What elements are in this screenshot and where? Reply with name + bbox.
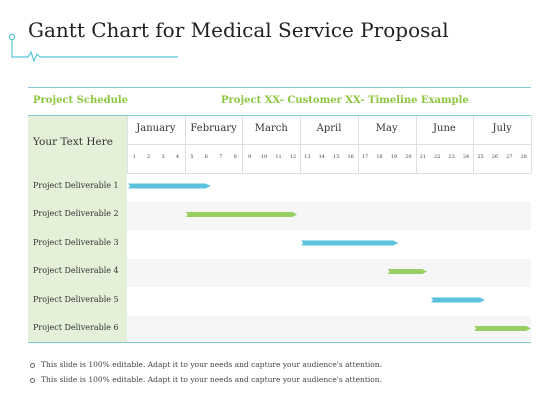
note-item: This slide is 100% editable. Adapt it to… (30, 360, 382, 369)
day-number: 19 (390, 154, 398, 160)
your-text-label: Your Text Here (33, 136, 113, 148)
deliverable-label-column: Your Text Here Project Deliverable 1 Pro… (28, 116, 127, 343)
month-label: March (254, 123, 288, 134)
table-bottom-rule (28, 342, 531, 343)
schedule-header: Project Schedule Project XX- Customer XX… (28, 88, 531, 115)
day-number: 21 (419, 154, 426, 160)
month-label: May (375, 123, 398, 134)
day-number: 12 (289, 154, 297, 160)
bullet-icon (30, 377, 35, 383)
day-number: 10 (260, 154, 268, 160)
gantt-bar (185, 212, 298, 217)
gantt-bar (128, 183, 211, 189)
gantt-bar (301, 240, 399, 246)
note-item: This slide is 100% editable. Adapt it to… (30, 375, 382, 384)
grid-vline (531, 116, 532, 173)
grid-vline (127, 116, 128, 173)
day-number: 2 (147, 154, 151, 160)
day-number: 20 (405, 154, 412, 160)
day-number: 23 (448, 154, 455, 160)
day-number: 9 (248, 154, 252, 160)
day-number: 25 (477, 154, 484, 160)
deliverable-label: Project Deliverable 2 (33, 209, 119, 218)
day-number: 5 (190, 154, 194, 160)
month-label: June (433, 123, 456, 134)
month-label: July (492, 123, 512, 134)
day-number: 22 (434, 154, 441, 160)
grid-hline (127, 173, 531, 174)
day-number: 7 (219, 154, 223, 160)
deliverable-label: Project Deliverable 5 (33, 295, 119, 304)
day-number: 14 (318, 154, 325, 160)
grid-vline (184, 116, 186, 173)
deliverable-label: Project Deliverable 3 (33, 238, 119, 247)
gantt-bar (387, 269, 428, 274)
grid-vline (242, 116, 244, 173)
gantt-bar (474, 326, 531, 331)
note-text: This slide is 100% editable. Adapt it to… (41, 375, 382, 384)
grid-vline (473, 116, 475, 173)
day-number: 24 (462, 154, 470, 160)
day-number: 8 (233, 154, 237, 160)
grid-hline (127, 144, 531, 145)
row-stripe (127, 315, 531, 344)
deliverable-label: Project Deliverable 1 (33, 181, 119, 190)
header-bottom-rule (28, 115, 531, 116)
page-title: Gantt Chart for Medical Service Proposal (28, 18, 449, 42)
day-number: 3 (161, 154, 165, 160)
note-text: This slide is 100% editable. Adapt it to… (41, 360, 382, 369)
header-right-label: Project XX- Customer XX- Timeline Exampl… (221, 95, 469, 106)
day-number: 28 (520, 154, 527, 160)
grid-vline (300, 116, 302, 173)
day-number: 11 (275, 154, 282, 160)
day-number: 26 (491, 154, 499, 160)
day-number: 16 (347, 154, 354, 160)
day-number: 4 (175, 154, 180, 160)
month-label: April (316, 123, 342, 134)
bullet-icon (30, 362, 35, 368)
header-left-label: Project Schedule (33, 95, 128, 106)
gantt-bar (431, 297, 485, 303)
month-label: January (136, 123, 176, 134)
heartbeat-line-icon (8, 33, 178, 62)
deliverable-label: Project Deliverable 4 (33, 266, 119, 275)
day-number: 13 (304, 154, 311, 160)
day-number: 17 (361, 154, 369, 160)
day-number: 6 (204, 154, 208, 160)
grid-vline (415, 116, 417, 173)
day-number: 18 (376, 154, 383, 160)
grid-vline (357, 116, 359, 173)
deliverable-label: Project Deliverable 6 (33, 323, 119, 332)
day-number: 1 (132, 154, 136, 160)
header-top-rule (28, 87, 531, 88)
day-number: 15 (333, 154, 340, 160)
row-stripe (127, 258, 531, 287)
day-number: 27 (506, 154, 513, 160)
month-label: February (190, 123, 237, 134)
